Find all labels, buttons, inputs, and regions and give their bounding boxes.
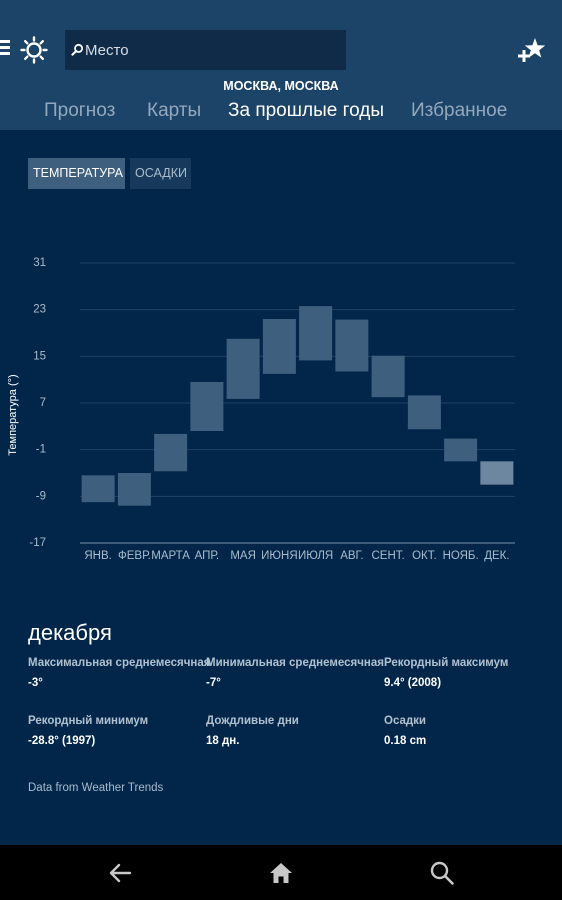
temperature-range-bar xyxy=(190,382,224,431)
x-tick-label: ОКТ. xyxy=(412,550,437,562)
back-arrow-icon[interactable] xyxy=(107,859,135,887)
temperature-range-bar xyxy=(154,433,188,472)
home-icon[interactable] xyxy=(267,859,295,887)
y-tick-label: -1 xyxy=(36,444,46,456)
x-tick-label: ИЮЛЯ xyxy=(298,550,333,562)
x-tick-label: АВГ. xyxy=(340,550,363,562)
x-tick-label: НОЯБ. xyxy=(443,550,479,562)
temperature-range-bar xyxy=(480,461,514,485)
search-input[interactable] xyxy=(85,30,340,70)
toggle-precipitation[interactable]: ОСАДКИ xyxy=(130,158,191,189)
temperature-range-bar xyxy=(407,395,441,430)
system-nav-bar xyxy=(0,845,562,900)
y-tick-label: -9 xyxy=(36,490,46,502)
x-tick-label: МАРТА xyxy=(151,550,190,562)
temperature-range-bar xyxy=(371,355,405,398)
app-header: МОСКВА, МОСКВА Прогноз Карты За прошлые … xyxy=(0,0,562,130)
tab-favorites[interactable]: Избранное xyxy=(411,100,508,121)
search-nav-icon[interactable] xyxy=(428,859,456,887)
location-title: МОСКВА, МОСКВА xyxy=(223,79,339,93)
stat-value-precipitation: 0.18 cm xyxy=(384,735,427,747)
stat-value-record-high: 9.4° (2008) xyxy=(384,677,442,689)
stat-label-avg-high: Максимальная среднемесячная xyxy=(28,657,211,669)
x-tick-label: ДЕК. xyxy=(484,550,509,562)
search-box xyxy=(65,30,346,70)
x-tick-label: ЯНВ. xyxy=(84,550,111,562)
x-tick-label: АПР. xyxy=(195,550,220,562)
favorite-star-plus-icon[interactable] xyxy=(516,36,546,66)
temperature-range-bar xyxy=(262,319,296,374)
stat-value-rainy-days: 18 дн. xyxy=(206,735,240,747)
stat-label-record-high: Рекордный максимум xyxy=(384,657,509,669)
x-tick-label: МАЯ xyxy=(230,550,256,562)
tab-maps[interactable]: Карты xyxy=(147,100,202,121)
temperature-range-bar xyxy=(444,438,478,462)
stat-value-avg-high: -3° xyxy=(28,677,43,689)
menu-icon[interactable] xyxy=(0,40,10,56)
stat-label-record-low: Рекордный минимум xyxy=(28,715,149,727)
stat-label-rainy-days: Дождливые дни xyxy=(206,715,299,727)
y-tick-label: 23 xyxy=(33,304,46,316)
y-tick-label: -17 xyxy=(29,537,46,549)
toggle-temperature[interactable]: ТЕМПЕРАТУРА xyxy=(28,158,125,189)
temperature-range-bar xyxy=(226,338,260,399)
x-tick-label: ФЕВР. xyxy=(118,550,151,562)
stat-label-precipitation: Осадки xyxy=(384,715,427,727)
temperature-range-bar xyxy=(299,306,333,361)
temperature-range-bar xyxy=(335,319,369,372)
y-axis-label: Температура (°) xyxy=(7,374,19,455)
search-icon xyxy=(71,43,84,56)
stat-value-avg-low: -7° xyxy=(206,677,221,689)
data-source-note: Data from Weather Trends xyxy=(28,782,164,794)
x-tick-label: СЕНТ. xyxy=(372,550,405,562)
y-tick-label: 31 xyxy=(33,257,46,269)
x-tick-label: ИЮНЯ xyxy=(261,550,298,562)
y-tick-label: 15 xyxy=(33,350,46,362)
temperature-range-bar xyxy=(117,473,151,506)
y-tick-label: 7 xyxy=(40,397,46,409)
selected-month-title: декабря xyxy=(28,620,112,645)
temperature-range-bar xyxy=(81,475,115,503)
tab-forecast[interactable]: Прогноз xyxy=(44,100,116,121)
tab-historical[interactable]: За прошлые годы xyxy=(228,100,384,121)
stat-value-record-low: -28.8° (1997) xyxy=(28,735,96,747)
sun-icon[interactable] xyxy=(20,36,48,64)
stat-label-avg-low: Минимальная среднемесячная xyxy=(206,657,384,669)
